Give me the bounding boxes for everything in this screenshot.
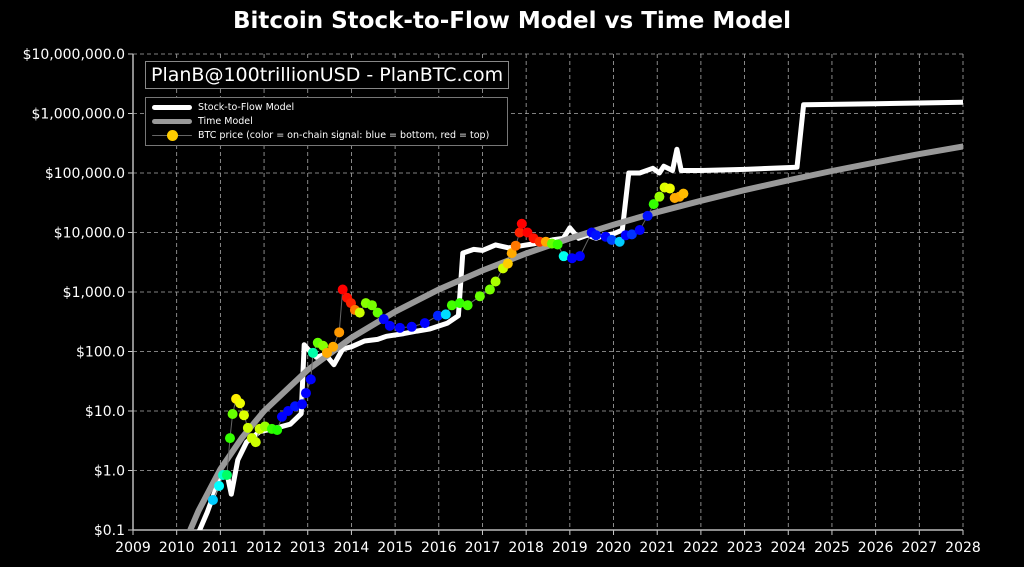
x-tick-label: 2025 bbox=[814, 540, 850, 556]
legend-item-time-model: Time Model bbox=[152, 115, 253, 128]
btc-price-point bbox=[614, 236, 625, 247]
btc-price-point bbox=[238, 410, 249, 421]
btc-price-point bbox=[634, 225, 645, 236]
y-tick-label: $10,000,000.0 bbox=[23, 47, 125, 63]
x-tick-label: 2019 bbox=[552, 540, 588, 556]
btc-price-point bbox=[446, 300, 457, 311]
x-tick-label: 2009 bbox=[115, 540, 151, 556]
legend-item-s2f: Stock-to-Flow Model bbox=[152, 101, 294, 114]
btc-price-point bbox=[654, 191, 665, 202]
x-tick-label: 2027 bbox=[901, 540, 937, 556]
btc-price-point bbox=[227, 409, 238, 420]
legend: Stock-to-Flow Model Time Model BTC price… bbox=[145, 97, 508, 146]
btc-price-point bbox=[297, 399, 308, 410]
y-tick-label: $1,000.0 bbox=[63, 285, 125, 301]
y-tick-label: $100,000.0 bbox=[45, 166, 125, 182]
btc-price-point bbox=[372, 307, 383, 318]
x-tick-label: 2023 bbox=[727, 540, 763, 556]
btc-price-point bbox=[510, 240, 521, 251]
btc-price-point bbox=[214, 480, 225, 491]
legend-label: Time Model bbox=[198, 116, 253, 127]
plot-area bbox=[187, 99, 963, 530]
btc-price-point bbox=[440, 309, 451, 320]
y-tick-label: $100.0 bbox=[76, 345, 125, 361]
x-tick-label: 2015 bbox=[377, 540, 413, 556]
btc-price-point bbox=[490, 276, 501, 287]
btc-price-point bbox=[626, 229, 637, 240]
x-tick-label: 2011 bbox=[203, 540, 239, 556]
btc-price-point bbox=[606, 234, 617, 245]
y-tick-label: $0.1 bbox=[94, 523, 125, 539]
s2f-model-line bbox=[196, 99, 963, 530]
btc-price-point bbox=[224, 433, 235, 444]
y-tick-label: $10.0 bbox=[85, 404, 125, 420]
btc-price-point bbox=[474, 291, 485, 302]
x-tick-label: 2021 bbox=[639, 540, 675, 556]
x-tick-label: 2010 bbox=[159, 540, 195, 556]
x-tick-label: 2020 bbox=[596, 540, 632, 556]
btc-price-point bbox=[283, 406, 294, 416]
btc-price-point bbox=[328, 341, 339, 352]
btc-price-point bbox=[454, 298, 465, 309]
btc-price-point bbox=[221, 470, 232, 481]
btc-price-point bbox=[514, 227, 525, 238]
btc-price-point bbox=[648, 199, 659, 210]
legend-item-btc-price: BTC price (color = on-chain signal: blue… bbox=[152, 129, 489, 142]
btc-price-point bbox=[502, 258, 513, 269]
x-tick-label: 2016 bbox=[421, 540, 457, 556]
btc-price-point bbox=[678, 188, 689, 199]
btc-price-point bbox=[516, 218, 527, 229]
x-tick-label: 2013 bbox=[290, 540, 326, 556]
btc-price-point bbox=[242, 422, 253, 433]
btc-price-point bbox=[366, 300, 377, 311]
legend-swatch-s2f bbox=[152, 105, 192, 110]
btc-price-point bbox=[321, 347, 332, 358]
legend-label: BTC price (color = on-chain signal: blue… bbox=[198, 130, 490, 141]
btc-price-point bbox=[235, 398, 246, 409]
btc-price-point bbox=[432, 310, 443, 321]
btc-price-point bbox=[484, 284, 495, 295]
btc-price-point bbox=[567, 253, 578, 264]
btc-price-point bbox=[384, 320, 395, 331]
y-tick-label: $10,000.0 bbox=[54, 226, 125, 242]
x-tick-label: 2012 bbox=[246, 540, 282, 556]
btc-price-point bbox=[334, 327, 345, 338]
btc-price-point bbox=[378, 314, 389, 325]
x-tick-label: 2022 bbox=[683, 540, 719, 556]
x-tick-label: 2024 bbox=[770, 540, 806, 556]
y-tick-label: $1,000,000.0 bbox=[31, 107, 125, 123]
btc-price-point bbox=[419, 318, 430, 329]
btc-price-point bbox=[642, 210, 653, 221]
chart-title: Bitcoin Stock-to-Flow Model vs Time Mode… bbox=[232, 8, 792, 34]
btc-price-point bbox=[394, 322, 405, 333]
legend-swatch-time-model bbox=[152, 119, 192, 124]
btc-price-point bbox=[207, 494, 218, 505]
btc-price-point bbox=[574, 251, 585, 262]
btc-price-point bbox=[664, 183, 675, 194]
btc-price-point bbox=[250, 437, 261, 448]
x-tick-label: 2017 bbox=[465, 540, 501, 556]
x-tick-label: 2018 bbox=[508, 540, 544, 556]
time-model-line bbox=[187, 143, 963, 530]
btc-price-point bbox=[506, 248, 517, 259]
btc-price-point bbox=[272, 424, 283, 435]
btc-price-point bbox=[406, 321, 417, 332]
btc-price-point bbox=[354, 307, 365, 318]
x-tick-label: 2026 bbox=[858, 540, 894, 556]
y-tick-label: $1.0 bbox=[94, 464, 125, 480]
x-tick-label: 2014 bbox=[334, 540, 370, 556]
btc-price-point bbox=[462, 300, 473, 311]
watermark: PlanB@100trillionUSD - PlanBTC.com bbox=[145, 61, 510, 89]
btc-price-point bbox=[558, 251, 569, 262]
btc-price-point bbox=[300, 388, 311, 399]
legend-label: Stock-to-Flow Model bbox=[198, 102, 295, 113]
btc-price-point bbox=[307, 347, 318, 358]
btc-price-point bbox=[591, 230, 602, 241]
btc-price-point bbox=[552, 239, 563, 250]
x-tick-label: 2028 bbox=[945, 540, 981, 556]
btc-price-point bbox=[305, 374, 316, 385]
legend-swatch-btc-price bbox=[152, 130, 192, 141]
btc-price-point bbox=[337, 284, 348, 295]
